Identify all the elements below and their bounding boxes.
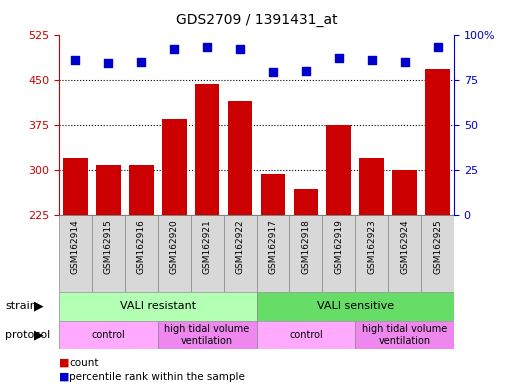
Text: strain: strain <box>5 301 37 311</box>
Bar <box>228 101 252 350</box>
Bar <box>59 215 92 292</box>
Point <box>334 55 343 61</box>
Text: protocol: protocol <box>5 330 50 340</box>
Text: ■: ■ <box>59 358 69 368</box>
Bar <box>256 292 454 321</box>
Bar <box>63 158 88 350</box>
Text: control: control <box>289 330 323 340</box>
Bar <box>256 321 355 349</box>
Point <box>368 57 376 63</box>
Bar <box>92 215 125 292</box>
Bar <box>421 215 454 292</box>
Point <box>433 44 442 50</box>
Bar <box>162 119 187 350</box>
Point <box>104 60 112 66</box>
Text: ▶: ▶ <box>34 300 43 313</box>
Bar <box>158 215 191 292</box>
Bar <box>191 215 224 292</box>
Text: GSM162919: GSM162919 <box>334 219 343 274</box>
Point <box>401 59 409 65</box>
Text: GSM162915: GSM162915 <box>104 219 113 274</box>
Bar <box>125 215 158 292</box>
Bar <box>224 215 256 292</box>
Text: GSM162920: GSM162920 <box>170 219 179 274</box>
Text: GSM162914: GSM162914 <box>71 219 80 274</box>
Text: VALI sensitive: VALI sensitive <box>317 301 394 311</box>
Bar <box>261 174 285 350</box>
Text: GSM162925: GSM162925 <box>433 219 442 274</box>
Text: ▶: ▶ <box>34 329 43 341</box>
Text: GSM162918: GSM162918 <box>301 219 310 274</box>
Bar <box>129 165 153 350</box>
Text: GSM162924: GSM162924 <box>400 219 409 273</box>
Bar <box>355 321 454 349</box>
Bar <box>388 215 421 292</box>
Bar <box>326 125 351 350</box>
Point <box>269 70 277 76</box>
Text: GSM162916: GSM162916 <box>137 219 146 274</box>
Bar <box>289 215 322 292</box>
Text: VALI resistant: VALI resistant <box>120 301 196 311</box>
Bar <box>96 165 121 350</box>
Bar <box>322 215 355 292</box>
Point <box>236 46 244 52</box>
Bar <box>293 189 318 350</box>
Text: ■: ■ <box>59 372 69 382</box>
Text: high tidal volume
ventilation: high tidal volume ventilation <box>362 324 447 346</box>
Text: GSM162923: GSM162923 <box>367 219 376 274</box>
Point <box>71 57 80 63</box>
Bar <box>59 292 256 321</box>
Point <box>203 44 211 50</box>
Bar <box>360 158 384 350</box>
Text: GDS2709 / 1391431_at: GDS2709 / 1391431_at <box>175 13 338 27</box>
Text: GSM162917: GSM162917 <box>268 219 278 274</box>
Text: GSM162922: GSM162922 <box>235 219 245 273</box>
Point <box>302 68 310 74</box>
Point <box>170 46 179 52</box>
Bar <box>256 215 289 292</box>
Bar <box>195 84 220 350</box>
Bar <box>425 69 450 350</box>
Text: control: control <box>91 330 125 340</box>
Point <box>137 59 145 65</box>
Bar <box>355 215 388 292</box>
Bar <box>59 321 158 349</box>
Text: percentile rank within the sample: percentile rank within the sample <box>69 372 245 382</box>
Text: GSM162921: GSM162921 <box>203 219 212 274</box>
Bar <box>392 170 417 350</box>
Bar <box>158 321 256 349</box>
Text: high tidal volume
ventilation: high tidal volume ventilation <box>165 324 250 346</box>
Text: count: count <box>69 358 99 368</box>
